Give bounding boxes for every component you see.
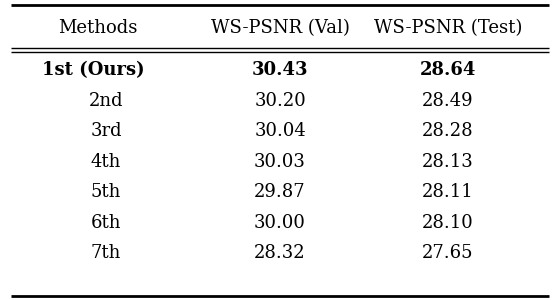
Text: 6th: 6th [91,214,122,232]
Text: 30.43: 30.43 [252,61,308,79]
Text: 2nd: 2nd [88,92,123,110]
Text: WS-PSNR (Val): WS-PSNR (Val) [211,19,349,37]
Text: 30.20: 30.20 [254,92,306,110]
Text: 28.32: 28.32 [254,244,306,262]
Text: Methods: Methods [58,19,138,37]
Text: 30.03: 30.03 [254,152,306,170]
Text: 7th: 7th [91,244,121,262]
Text: 27.65: 27.65 [422,244,474,262]
Text: 28.64: 28.64 [420,61,476,79]
Text: 4th: 4th [91,152,121,170]
Text: 28.49: 28.49 [422,92,474,110]
Text: 30.00: 30.00 [254,214,306,232]
Text: 28.13: 28.13 [422,152,474,170]
Text: 3rd: 3rd [90,122,122,140]
Text: 5th: 5th [91,183,121,201]
Text: 1st (Ours): 1st (Ours) [41,61,144,79]
Text: 30.04: 30.04 [254,122,306,140]
Text: 28.28: 28.28 [422,122,474,140]
Text: 28.10: 28.10 [422,214,474,232]
Text: 29.87: 29.87 [254,183,306,201]
Text: WS-PSNR (Test): WS-PSNR (Test) [374,19,522,37]
Text: 28.11: 28.11 [422,183,474,201]
